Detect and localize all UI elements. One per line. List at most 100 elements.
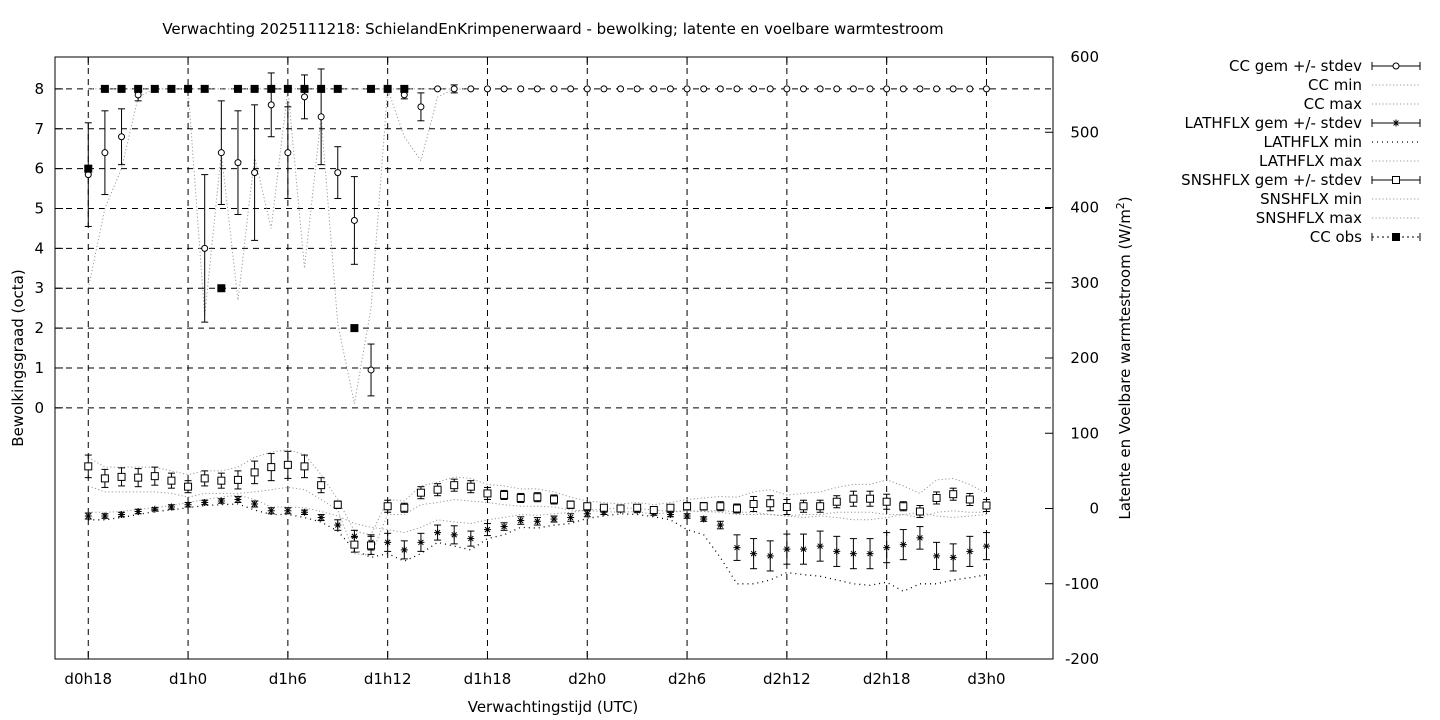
- y-tick-label-right: -100: [1065, 575, 1099, 593]
- lathflx-point-stroke: [451, 532, 458, 538]
- cc-point: [700, 85, 708, 93]
- snshflx-point: [483, 489, 492, 498]
- cc-point: [633, 85, 641, 93]
- cc-obs-point: [233, 84, 242, 93]
- lathflx-point: [317, 514, 325, 522]
- lathflx-point: [118, 511, 126, 519]
- snshflx-point: [100, 474, 109, 483]
- lathflx-point-stroke: [484, 526, 491, 533]
- lathflx-point: [866, 550, 874, 558]
- lathflx-point-stroke: [351, 533, 358, 540]
- snshflx-point: [300, 462, 309, 471]
- y-tick-label-right: -200: [1065, 650, 1099, 668]
- cc-point: [666, 85, 674, 93]
- lathflx-point-stroke: [151, 506, 158, 513]
- lathflx-point-stroke: [85, 513, 92, 519]
- lathflx-point-stroke: [401, 547, 408, 553]
- lathflx-point: [982, 542, 990, 550]
- lathflx-point-stroke: [950, 554, 957, 561]
- snshflx-point: [799, 502, 808, 511]
- snshflx-point: [816, 502, 825, 511]
- lathflx-point: [334, 521, 342, 529]
- lathflx-point: [483, 526, 491, 534]
- y-tick-label-right: 400: [1070, 199, 1099, 217]
- lathflx-point-stroke: [850, 550, 857, 557]
- snshflx-point: [233, 475, 242, 484]
- y-tick-label-right: 600: [1070, 48, 1099, 66]
- lathflx-point: [101, 512, 109, 520]
- lathflx-point-stroke: [833, 548, 840, 555]
- lathflx-point-stroke: [251, 501, 258, 507]
- cc-point: [600, 85, 608, 93]
- lathflx-point-stroke: [867, 550, 873, 557]
- lathflx-point: [583, 510, 591, 518]
- snshflx-point: [749, 499, 758, 508]
- snshflx-point: [566, 500, 575, 509]
- cc-point: [816, 85, 824, 93]
- x-tick-label: d1h6: [269, 670, 307, 688]
- cc-point: [866, 85, 874, 93]
- y-tick-label-right: 0: [1089, 500, 1099, 518]
- snshflx-point: [466, 482, 475, 491]
- legend-label: CC max: [1304, 95, 1363, 113]
- x-tick-label: d1h0: [169, 670, 207, 688]
- snshflx-point: [899, 502, 908, 511]
- cc-point: [683, 85, 691, 93]
- snshflx-point: [965, 495, 974, 504]
- snshflx-point: [583, 502, 592, 511]
- series-layer: [84, 68, 991, 593]
- y-tick-label-left: 1: [34, 359, 44, 377]
- legend-swatch-marker-stroke: [1393, 120, 1399, 126]
- lathflx-point: [234, 495, 242, 503]
- lathflx-point: [500, 523, 508, 531]
- lathflx-point: [949, 553, 957, 561]
- y-tick-label-left: 6: [34, 160, 44, 178]
- lathflx-point: [134, 508, 142, 516]
- x-axis-label: Verwachtingstijd (UTC): [468, 698, 639, 716]
- lathflx-point-stroke: [268, 507, 275, 514]
- y-tick-label-left: 3: [34, 279, 44, 297]
- lathflx-point-stroke: [534, 518, 541, 525]
- snshflx-point: [716, 502, 725, 511]
- snshflx-point: [317, 481, 326, 490]
- cc-point: [849, 85, 857, 93]
- lathflx-point-stroke: [700, 516, 707, 522]
- snshflx-point: [367, 541, 376, 550]
- snshflx-point: [217, 476, 226, 485]
- lathflx-point-stroke: [168, 504, 175, 510]
- cc-point: [334, 169, 342, 177]
- lathflx-point-stroke: [567, 514, 574, 521]
- lathflx-point-stroke: [418, 539, 424, 546]
- snshflx-point: [333, 500, 342, 509]
- legend-label: LATHFLX max: [1259, 152, 1362, 170]
- lathflx-point: [966, 547, 974, 555]
- lathflx-point-stroke: [118, 511, 125, 518]
- lathflx-point-stroke: [967, 548, 973, 555]
- cc-point: [517, 85, 525, 93]
- cc-point: [617, 85, 625, 93]
- cc-point: [949, 85, 957, 93]
- lathflx-point-stroke: [235, 496, 241, 503]
- lathflx-point: [251, 500, 259, 508]
- chart-title: Verwachting 2025111218: SchielandEnKrimp…: [162, 20, 943, 38]
- lathflx-point-stroke: [917, 535, 923, 541]
- x-tick-label: d1h18: [464, 670, 512, 688]
- cc-point: [883, 85, 891, 93]
- cc-point: [500, 85, 508, 93]
- y-tick-label-left: 2: [34, 319, 44, 337]
- lathflx-point-stroke: [135, 508, 141, 515]
- cc-obs-point: [117, 84, 126, 93]
- cc-point: [417, 103, 425, 111]
- cc-point: [217, 149, 225, 157]
- snshflx-point: [200, 474, 209, 483]
- lathflx-point-stroke: [285, 507, 291, 514]
- cc-point: [234, 159, 242, 167]
- snshflx-point: [500, 490, 509, 499]
- snshflx-point: [732, 504, 741, 513]
- lathflx-point: [267, 507, 275, 515]
- snshflx-point: [283, 460, 292, 469]
- cc-obs-point: [217, 284, 226, 293]
- snshflx-point: [550, 495, 558, 504]
- snshflx-point: [450, 481, 459, 490]
